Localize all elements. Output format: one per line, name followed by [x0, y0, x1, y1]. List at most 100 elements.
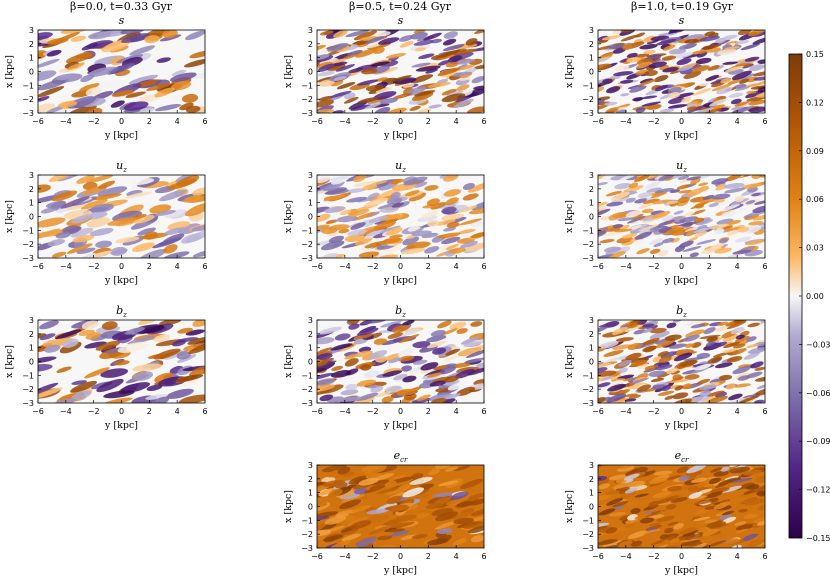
heatmap-blob	[352, 175, 367, 183]
heatmap-blob	[673, 512, 686, 520]
heatmap-blob	[317, 358, 329, 368]
y-tick-label: 1	[308, 344, 313, 353]
heatmap-blob	[426, 198, 440, 207]
y-tick-label: 0	[589, 68, 594, 77]
heatmap-blob	[644, 70, 658, 77]
heatmap-blob	[377, 254, 399, 258]
heatmap-blob	[708, 477, 721, 485]
heatmap-blob	[389, 178, 404, 185]
heatmap-blob	[38, 382, 59, 396]
heatmap-blob	[710, 487, 730, 494]
heatmap-blob	[38, 79, 67, 91]
x-tick-label: −4	[339, 407, 351, 416]
heatmap-blob	[679, 240, 694, 248]
heatmap-blob	[436, 79, 449, 84]
heatmap-blob	[747, 322, 760, 328]
heatmap-blob	[103, 390, 135, 399]
heatmap-blob	[456, 58, 476, 65]
heatmap-field	[317, 30, 484, 113]
heatmap-blob	[598, 341, 619, 349]
heatmap-blob	[87, 31, 112, 40]
heatmap-blob	[724, 46, 740, 50]
heatmap-blob	[456, 328, 468, 334]
heatmap-blob	[725, 65, 744, 73]
heatmap-blob	[139, 94, 159, 103]
heatmap-blob	[699, 334, 721, 339]
heatmap-blob	[676, 65, 694, 72]
x-tick-label: −6	[32, 407, 44, 416]
heatmap-blob	[675, 92, 694, 98]
heatmap-blob	[724, 187, 746, 194]
x-tick-label: −2	[367, 407, 379, 416]
heatmap-blob	[747, 347, 765, 354]
heatmap-blob	[677, 221, 699, 227]
heatmap-blob	[95, 340, 121, 351]
heatmap-blob	[84, 367, 110, 379]
heatmap-blob	[373, 338, 388, 345]
heatmap-blob	[655, 38, 677, 46]
y-tick-label: 2	[589, 185, 594, 194]
heatmap-blob	[345, 383, 358, 391]
heatmap-blob	[749, 361, 764, 369]
heatmap-blob	[353, 333, 373, 340]
heatmap-blob	[676, 184, 691, 190]
heatmap-blob	[376, 487, 400, 495]
heatmap-blob	[128, 74, 159, 85]
heatmap-blob	[458, 218, 483, 226]
heatmap-blob	[653, 470, 673, 476]
heatmap-blob	[757, 86, 765, 93]
heatmap-blob	[405, 241, 431, 250]
heatmap-blob	[626, 322, 638, 329]
heatmap-blob	[642, 337, 660, 346]
heatmap-blob	[691, 342, 702, 348]
heatmap-blob	[611, 196, 630, 204]
heatmap-blob	[625, 469, 638, 476]
heatmap-blob	[722, 34, 738, 41]
heatmap-blob	[608, 512, 626, 517]
heatmap-blob	[728, 393, 743, 401]
heatmap-blob	[54, 329, 82, 340]
heatmap-blob	[708, 202, 719, 208]
heatmap-panel: uz 3 2 1 0 −1 −2 −3−6 −4 −2 0 2 4 6 y [kpc] x [kpc]	[283, 159, 487, 286]
heatmap-blob	[378, 37, 400, 45]
heatmap-blob	[691, 50, 707, 55]
heatmap-blob	[375, 473, 395, 481]
heatmap-blob	[642, 198, 660, 204]
heatmap-blob	[413, 181, 428, 188]
heatmap-blob	[100, 368, 129, 378]
heatmap-blob	[337, 466, 351, 475]
heatmap-blob	[46, 37, 69, 45]
heatmap-blob	[630, 359, 648, 367]
heatmap-blob	[605, 247, 622, 255]
heatmap-blob	[331, 365, 344, 371]
heatmap-blob	[690, 201, 710, 210]
heatmap-blob	[39, 333, 56, 341]
heatmap-blob	[601, 35, 621, 41]
heatmap-blob	[71, 380, 87, 385]
panel-label: ecr	[675, 449, 689, 464]
heatmap-blob	[635, 61, 652, 69]
heatmap-blob	[756, 384, 765, 390]
heatmap-blob	[624, 324, 643, 332]
heatmap-panel: ecr 3 2 1 0 −1 −2 −3−6 −4 −2 0 2 4 6 y [kpc] x [kpc]	[564, 449, 768, 576]
heatmap-blob	[606, 393, 627, 403]
heatmap-blob	[723, 334, 739, 342]
heatmap-blob	[137, 227, 156, 236]
y-tick-label: 1	[29, 344, 34, 353]
x-tick-label: −4	[60, 117, 72, 126]
heatmap-blob	[711, 84, 732, 92]
heatmap-blob	[401, 320, 415, 326]
heatmap-blob	[470, 231, 484, 239]
heatmap-blob	[384, 527, 397, 533]
heatmap-blob	[648, 238, 663, 246]
heatmap-blob	[456, 64, 476, 71]
heatmap-blob	[438, 59, 451, 66]
heatmap-blob	[739, 78, 750, 84]
heatmap-blob	[46, 248, 66, 258]
heatmap-blob	[375, 87, 392, 94]
heatmap-blob	[726, 356, 743, 363]
heatmap-blob	[132, 371, 153, 381]
column-title-2: β=0.5, t=0.24 Gyr	[349, 0, 452, 13]
heatmap-blob	[474, 30, 484, 34]
heatmap-blob	[468, 208, 484, 215]
